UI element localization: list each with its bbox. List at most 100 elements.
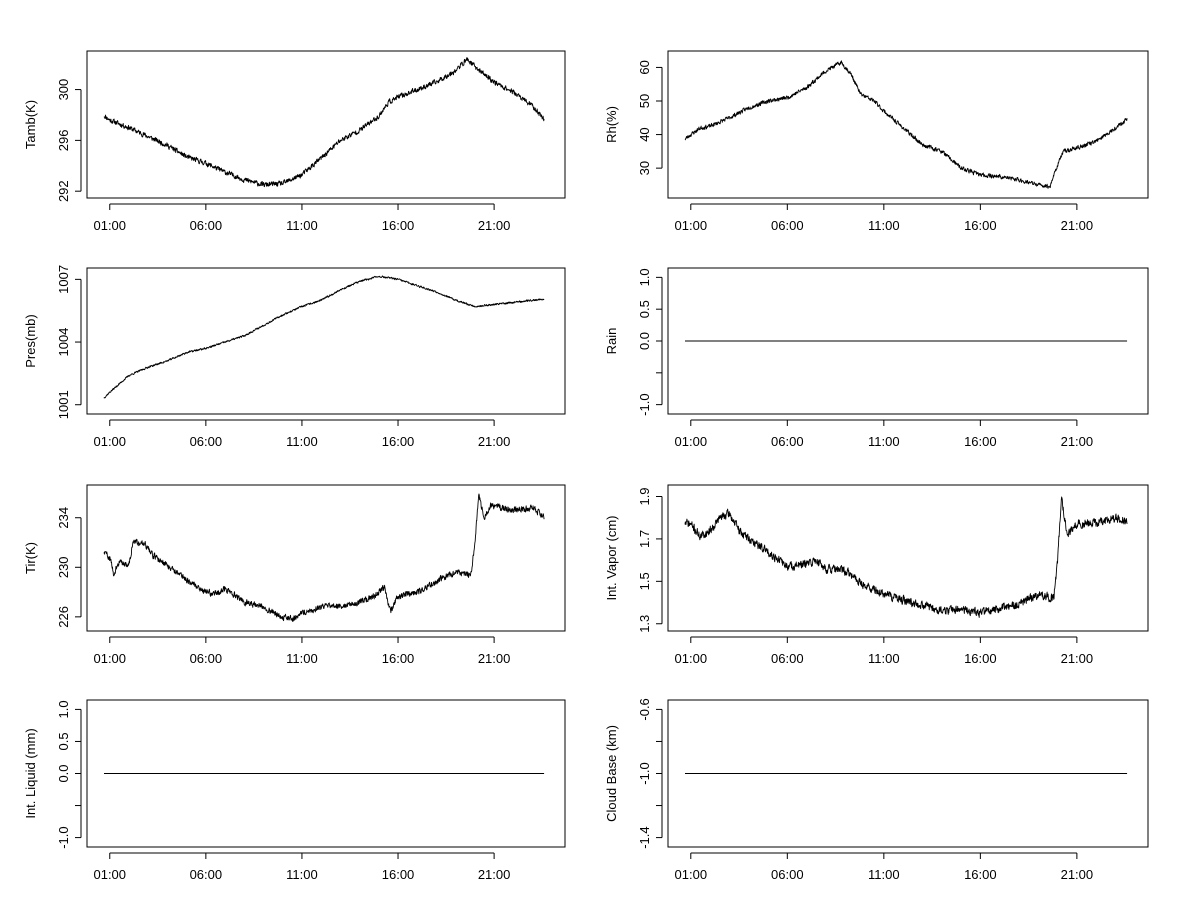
y-axis-title: Rain xyxy=(604,328,619,355)
y-axis-title: Cloud Base (km) xyxy=(604,725,619,822)
y-tick-label: 1.0 xyxy=(637,268,652,286)
y-tick-label: 1004 xyxy=(56,328,71,357)
y-tick-label: 50 xyxy=(637,94,652,108)
x-axis: 01:00 06:00 11:00 16:00 21:00 xyxy=(93,419,511,449)
x-tick-label: 21:00 xyxy=(478,434,511,449)
x-tick-label: 21:00 xyxy=(1061,218,1094,233)
x-tick-label: 16:00 xyxy=(382,218,415,233)
x-tick-label: 06:00 xyxy=(190,651,223,666)
x-tick-label: 11:00 xyxy=(868,218,900,233)
y-tick-label: 296 xyxy=(56,130,71,152)
series-line-0 xyxy=(103,57,545,188)
x-tick-label: 06:00 xyxy=(190,218,223,233)
x-tick-label: 21:00 xyxy=(1061,651,1094,666)
x-tick-label: 01:00 xyxy=(93,651,126,666)
x-tick-label: 06:00 xyxy=(771,651,804,666)
x-tick-label: 16:00 xyxy=(964,651,997,666)
panel-2: 01:00 06:00 11:00 16:00 21:00 1001 1004 1007 Pre… xyxy=(23,265,566,449)
y-tick-label: 226 xyxy=(56,606,71,628)
y-axis-title: Rh(%) xyxy=(604,106,619,143)
x-tick-label: 11:00 xyxy=(868,434,900,449)
x-tick-label: 01:00 xyxy=(93,434,126,449)
y-tick-label: 300 xyxy=(56,79,71,101)
x-axis: 01:00 06:00 11:00 16:00 21:00 xyxy=(93,636,511,666)
y-tick-label: 1.0 xyxy=(56,700,71,718)
x-tick-label: 06:00 xyxy=(771,218,804,233)
y-tick-label: 292 xyxy=(56,180,71,202)
y-tick-label: 0.0 xyxy=(56,764,71,782)
x-tick-label: 06:00 xyxy=(771,867,804,882)
panel-4: 01:00 06:00 11:00 16:00 21:00 226 230 234 Tir(K) xyxy=(23,484,566,666)
x-axis: 01:00 06:00 11:00 16:00 21:00 xyxy=(93,852,511,882)
y-tick-label: 0.5 xyxy=(56,732,71,750)
y-tick-label: -1.0 xyxy=(56,826,71,848)
y-axis-title: Tir(K) xyxy=(23,542,38,574)
x-tick-label: 21:00 xyxy=(1061,867,1094,882)
x-tick-label: 01:00 xyxy=(675,651,708,666)
panels: 01:00 06:00 11:00 16:00 21:00 292 296 300 Tamb(K… xyxy=(23,50,1149,882)
y-axis: 1001 1004 1007 xyxy=(56,265,82,419)
y-tick-label: 30 xyxy=(637,161,652,175)
y-axis-title: Int. Liquid (mm) xyxy=(23,728,38,818)
x-axis: 01:00 06:00 11:00 16:00 21:00 xyxy=(675,852,1094,882)
y-tick-label: 1.9 xyxy=(637,487,652,505)
y-tick-label: 1001 xyxy=(56,390,71,419)
y-axis: -1.0 0.0 0.5 1.0 xyxy=(56,700,82,849)
y-axis-title: Pres(mb) xyxy=(23,314,38,367)
plot-frame xyxy=(667,484,1149,632)
x-tick-label: 11:00 xyxy=(286,218,318,233)
plot-frame xyxy=(86,267,566,415)
y-tick-label: 1007 xyxy=(56,265,71,294)
x-tick-label: 01:00 xyxy=(675,434,708,449)
series-line-0 xyxy=(684,496,1128,618)
x-tick-label: 06:00 xyxy=(190,434,223,449)
x-tick-label: 11:00 xyxy=(286,651,318,666)
x-tick-label: 21:00 xyxy=(478,651,511,666)
y-tick-label: -1.0 xyxy=(637,762,652,784)
y-tick-label: 1.3 xyxy=(637,615,652,633)
y-tick-label: 234 xyxy=(56,507,71,529)
y-tick-label: 1.5 xyxy=(637,572,652,590)
x-tick-label: 16:00 xyxy=(964,867,997,882)
panel-1: 01:00 06:00 11:00 16:00 21:00 30 40 50 60 Rh(%) xyxy=(604,50,1149,233)
panel-7: 01:00 06:00 11:00 16:00 21:00 -1.4 -1.0 -0.6 Clo… xyxy=(604,698,1149,882)
plot-frame xyxy=(86,484,566,632)
panel-6: 01:00 06:00 11:00 16:00 21:00 -1.0 0.0 0.5 1.0 In… xyxy=(23,699,566,882)
x-tick-label: 01:00 xyxy=(675,867,708,882)
x-tick-label: 11:00 xyxy=(868,867,900,882)
y-tick-label: 0.5 xyxy=(637,300,652,318)
x-tick-label: 01:00 xyxy=(93,218,126,233)
x-tick-label: 11:00 xyxy=(286,867,318,882)
plot-frame xyxy=(667,50,1149,199)
x-tick-label: 06:00 xyxy=(771,434,804,449)
x-tick-label: 21:00 xyxy=(1061,434,1094,449)
x-tick-label: 16:00 xyxy=(964,218,997,233)
x-tick-label: 21:00 xyxy=(478,218,511,233)
x-tick-label: 11:00 xyxy=(286,434,318,449)
y-axis: -1.0 0.0 0.5 1.0 xyxy=(637,268,663,416)
x-tick-label: 21:00 xyxy=(478,867,511,882)
x-axis: 01:00 06:00 11:00 16:00 21:00 xyxy=(675,203,1094,233)
x-tick-label: 16:00 xyxy=(382,651,415,666)
y-tick-label: 1.7 xyxy=(637,530,652,548)
panel-0: 01:00 06:00 11:00 16:00 21:00 292 296 300 Tamb(K… xyxy=(23,50,566,233)
y-tick-label: -0.6 xyxy=(637,698,652,720)
x-tick-label: 11:00 xyxy=(868,651,900,666)
series-line-0 xyxy=(684,60,1128,189)
y-axis: 226 230 234 xyxy=(56,507,82,628)
panel-5: 01:00 06:00 11:00 16:00 21:00 1.3 1.5 1.7 1.9 Int… xyxy=(604,484,1149,666)
plot-frame xyxy=(667,267,1149,415)
x-axis: 01:00 06:00 11:00 16:00 21:00 xyxy=(675,419,1094,449)
y-axis: 292 296 300 xyxy=(56,79,82,202)
y-axis-title: Int. Vapor (cm) xyxy=(604,515,619,600)
x-tick-label: 16:00 xyxy=(964,434,997,449)
x-axis: 01:00 06:00 11:00 16:00 21:00 xyxy=(93,203,511,233)
panel-3: 01:00 06:00 11:00 16:00 21:00 -1.0 0.0 0.5 1.0 Ra… xyxy=(604,267,1149,449)
y-axis-title: Tamb(K) xyxy=(23,100,38,149)
y-tick-label: -1.0 xyxy=(637,393,652,415)
x-tick-label: 01:00 xyxy=(93,867,126,882)
x-tick-label: 16:00 xyxy=(382,867,415,882)
y-axis: 30 40 50 60 xyxy=(637,60,663,175)
